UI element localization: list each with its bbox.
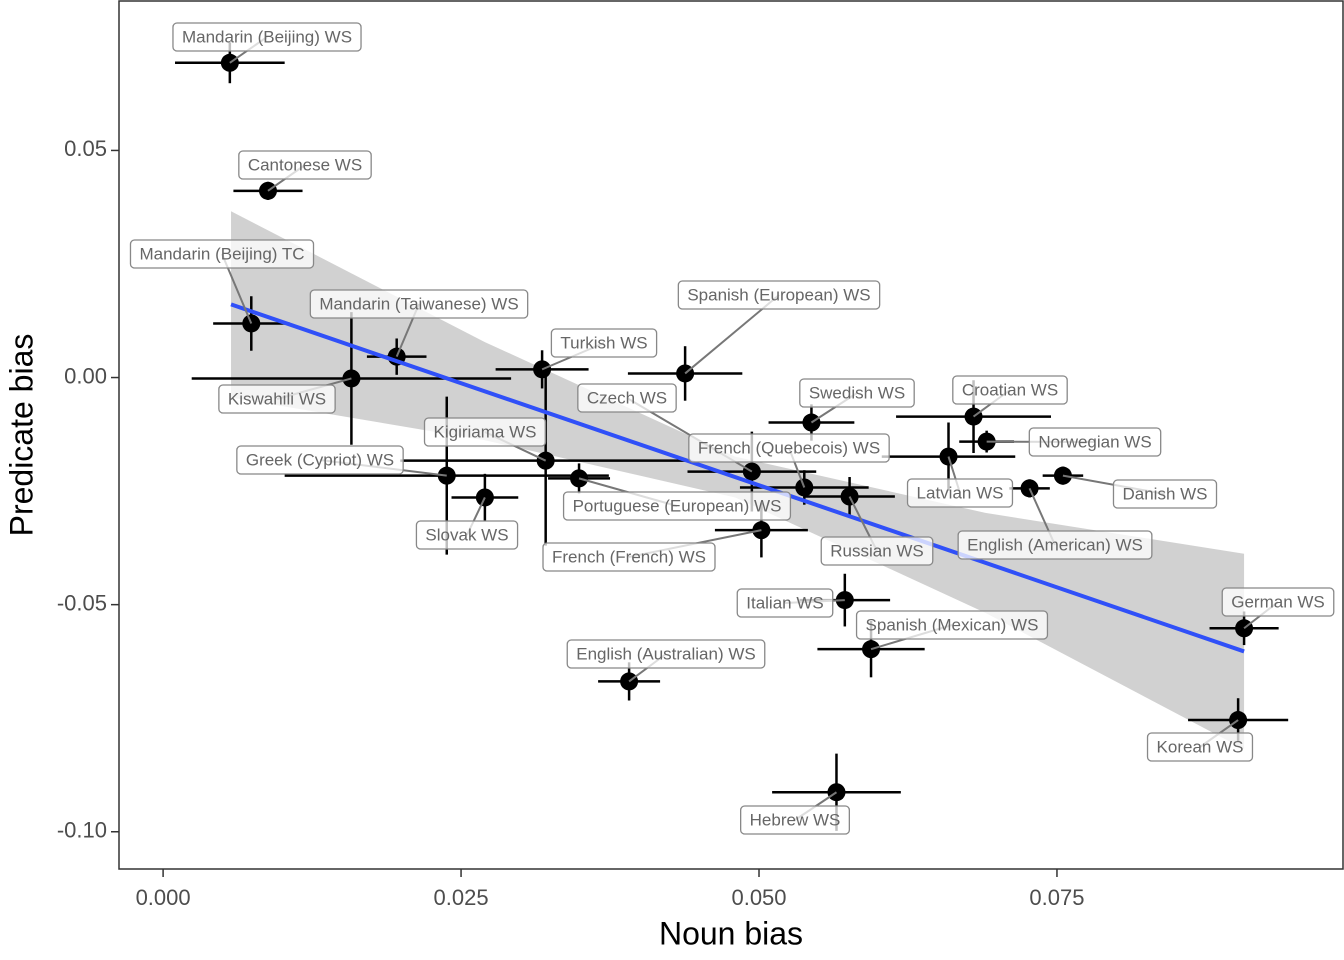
point-label: Mandarin (Beijing) TC — [129, 239, 315, 269]
label-box — [799, 378, 915, 408]
y-tick-label: 0.00 — [64, 363, 107, 388]
point-label: French (French) WS — [542, 542, 716, 572]
fit-line — [230, 302, 1245, 654]
label-box — [415, 520, 519, 550]
point-label: Spanish (European) WS — [677, 280, 881, 310]
point-label: Hebrew WS — [740, 805, 850, 835]
label-text: Kigiriama WS — [434, 422, 537, 441]
label-box — [740, 805, 850, 835]
point-label: Czech WS — [577, 383, 677, 413]
label-box — [736, 588, 834, 618]
label-box — [1146, 732, 1254, 762]
point-label: English (American) WS — [957, 530, 1153, 560]
label-text: Latvian WS — [917, 483, 1004, 502]
label-text: Turkish WS — [560, 333, 647, 352]
label-text: Swedish WS — [809, 383, 905, 402]
point-label: Cantonese WS — [238, 150, 372, 180]
label-box — [855, 610, 1049, 640]
label-text: Czech WS — [587, 388, 667, 407]
label-text: German WS — [1231, 592, 1325, 611]
label-text: Mandarin (Beijing) TC — [139, 244, 304, 263]
label-box — [906, 478, 1014, 508]
label-box — [577, 383, 677, 413]
label-box — [1028, 427, 1162, 457]
label-text: Korean WS — [1157, 737, 1244, 756]
label-text: Danish WS — [1122, 484, 1207, 503]
label-box — [688, 433, 890, 463]
label-box — [820, 536, 934, 566]
label-box — [550, 328, 658, 358]
point-label: Portuguese (European) WS — [562, 491, 792, 521]
point-label: Mandarin (Beijing) WS — [172, 22, 362, 52]
label-text: Greek (Cypriot) WS — [246, 450, 394, 469]
label-box — [957, 530, 1153, 560]
label-box — [562, 491, 792, 521]
label-box — [566, 639, 766, 669]
label-text: Spanish (Mexican) WS — [866, 615, 1039, 634]
point-label: Croatian WS — [952, 375, 1068, 405]
label-box — [677, 280, 881, 310]
point-label: Greek (Cypriot) WS — [236, 445, 404, 475]
label-text: Kiswahili WS — [228, 389, 326, 408]
label-box — [238, 150, 372, 180]
point-label: Norwegian WS — [1028, 427, 1162, 457]
x-axis-title: Noun bias — [659, 915, 803, 951]
point-label: German WS — [1221, 587, 1335, 617]
plot-layer: Mandarin (Beijing) WS Cantonese WS Mandari… — [129, 22, 1335, 835]
x-tick-label: 0.050 — [731, 885, 786, 910]
label-text: Norwegian WS — [1038, 432, 1151, 451]
label-text: Mandarin (Beijing) WS — [182, 27, 352, 46]
label-text: Russian WS — [830, 541, 924, 560]
label-text: Italian WS — [746, 593, 823, 612]
y-tick-label: -0.05 — [57, 590, 107, 615]
label-text: French (French) WS — [552, 547, 706, 566]
label-box — [423, 417, 547, 447]
label-text: English (Australian) WS — [576, 644, 756, 663]
label-box — [236, 445, 404, 475]
label-text: Slovak WS — [425, 525, 508, 544]
label-text: Portuguese (European) WS — [573, 496, 782, 515]
label-text: Mandarin (Taiwanese) WS — [319, 294, 518, 313]
point-label: Swedish WS — [799, 378, 915, 408]
y-axis-title: Predicate bias — [3, 334, 39, 537]
point-label: Korean WS — [1146, 732, 1254, 762]
x-tick-label: 0.025 — [434, 885, 489, 910]
label-box — [218, 384, 336, 414]
label-box — [172, 22, 362, 52]
point-label: Latvian WS — [906, 478, 1014, 508]
point-label: Kigiriama WS — [423, 417, 547, 447]
point-label: Spanish (Mexican) WS — [855, 610, 1049, 640]
y-tick-label: -0.10 — [57, 818, 107, 843]
point-label: Italian WS — [736, 588, 834, 618]
point-label: Mandarin (Taiwanese) WS — [309, 289, 529, 319]
label-text: Spanish (European) WS — [687, 285, 870, 304]
label-box — [542, 542, 716, 572]
y-tick-label: 0.05 — [64, 136, 107, 161]
x-tick-label: 0.075 — [1029, 885, 1084, 910]
point-label: French (Quebecois) WS — [688, 433, 890, 463]
point-label: Kiswahili WS — [218, 384, 336, 414]
point-label: Turkish WS — [550, 328, 658, 358]
label-box — [1112, 479, 1218, 509]
label-text: English (American) WS — [967, 535, 1143, 554]
point-label: English (Australian) WS — [566, 639, 766, 669]
label-box — [309, 289, 529, 319]
label-box — [1221, 587, 1335, 617]
point-label: Slovak WS — [415, 520, 519, 550]
label-text: Croatian WS — [962, 380, 1058, 399]
label-box — [129, 239, 315, 269]
label-text: Cantonese WS — [248, 155, 362, 174]
point-label: Russian WS — [820, 536, 934, 566]
point-label: Danish WS — [1112, 479, 1218, 509]
label-text: Hebrew WS — [750, 810, 841, 829]
label-text: French (Quebecois) WS — [698, 438, 880, 457]
x-tick-label: 0.000 — [136, 885, 191, 910]
label-box — [952, 375, 1068, 405]
